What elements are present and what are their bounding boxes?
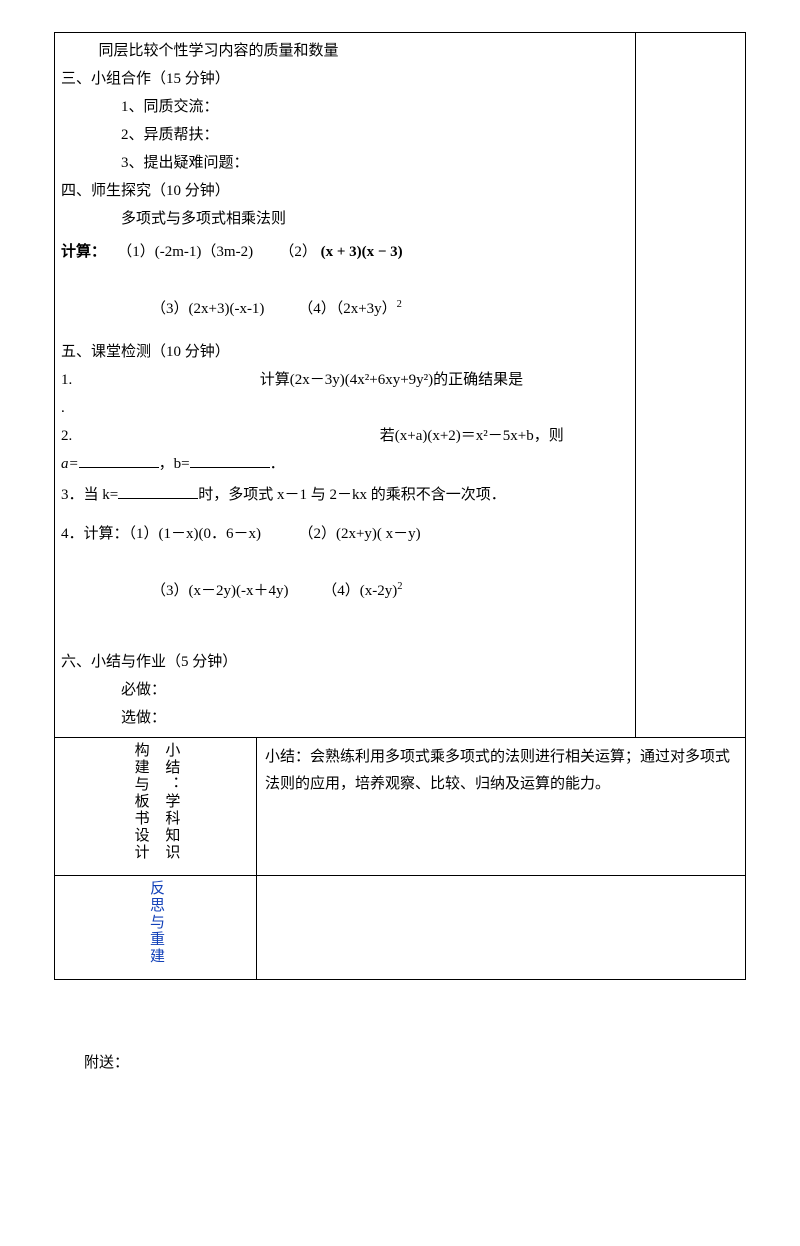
q4b: （3）(x－2y)(-x＋4y) （4）(x-2y)2 [61, 578, 629, 605]
line: 六、小结与作业（5 分钟） [61, 649, 629, 676]
q3-b: 时，多项式 x－1 与 2－kx 的乘积不含一次项． [198, 487, 506, 503]
line: 2、异质帮扶： [61, 122, 629, 149]
q3: 3．当 k= 时，多项式 x－1 与 2－kx 的乘积不含一次项． [61, 482, 629, 509]
side-cell [636, 33, 746, 738]
q4b-2: （4）(x-2y)2 [322, 583, 402, 599]
calc-label: 计算： [61, 244, 106, 260]
content-row: 同层比较个性学习内容的质量和数量 三、小组合作（15 分钟） 1、同质交流： 2… [55, 33, 746, 738]
calc-item: （3）(2x+3)(-x-1) [151, 301, 264, 317]
calc-item: （4）（2x+3y）2 [298, 301, 402, 317]
q2-mid: ，b= [159, 456, 190, 472]
q-body: 若(x+a)(x+2)＝x²－5x+b，则 [380, 428, 564, 444]
attach-text: 附送： [84, 1050, 746, 1077]
blank-b [190, 453, 270, 468]
q2-end: ． [270, 456, 285, 472]
line: 五、课堂检测（10 分钟） [61, 339, 629, 366]
q4b-1: （3）(x－2y)(-x＋4y) [151, 583, 288, 599]
q3-a: 3．当 k= [61, 487, 118, 503]
reflect-row: 反思与重建 [55, 876, 746, 980]
line: 多项式与多项式相乘法则 [61, 206, 629, 233]
vert-label-b: 构建与板书设计 [127, 849, 154, 865]
main-table: 同层比较个性学习内容的质量和数量 三、小组合作（15 分钟） 1、同质交流： 2… [54, 32, 746, 980]
line: 四、师生探究（10 分钟） [61, 178, 629, 205]
line: 同层比较个性学习内容的质量和数量 [61, 38, 629, 65]
dot-line: . [61, 395, 629, 422]
summary-content-cell: 小结：会熟练利用多项式乘多项式的法则进行相关运算；通过对多项式法则的应用，培养观… [257, 738, 746, 876]
q2: 2. 若(x+a)(x+2)＝x²－5x+b，则 [61, 423, 629, 450]
calc-item-pre: （2） [279, 244, 317, 260]
q-num: 1. [61, 372, 72, 388]
q2-tail: a= ，b= ． [61, 451, 629, 478]
reflect-content-cell [257, 876, 746, 980]
summary-row: 构建与板书设计 小结：学科知识 小结：会熟练利用多项式乘多项式的法则进行相关运算… [55, 738, 746, 876]
reflect-label: 反思与重建 [142, 880, 169, 965]
summary-label-cell: 构建与板书设计 小结：学科知识 [55, 738, 257, 876]
calc-math: (x + 3)(x − 3) [321, 244, 403, 260]
reflect-label-cell: 反思与重建 [55, 876, 257, 980]
line: 三、小组合作（15 分钟） [61, 66, 629, 93]
blank-a [79, 453, 159, 468]
line: 选做： [61, 705, 629, 732]
vert-label-a: 小结：学科知识 [157, 849, 184, 865]
q-num: 2. [61, 428, 72, 444]
line: 必做： [61, 677, 629, 704]
summary-text: 小结：会熟练利用多项式乘多项式的法则进行相关运算；通过对多项式法则的应用，培养观… [265, 749, 730, 792]
blank-k [118, 484, 198, 499]
q-body: 计算(2x－3y)(4x²+6xy+9y²)的正确结果是 [260, 372, 523, 388]
calc-item: （1）(-2m-1)（3m-2) [117, 244, 253, 260]
q4: 4．计算：（1）(1－x)(0．6－x) （2）(2x+y)( x－y) [61, 521, 629, 548]
line: 3、提出疑难问题： [61, 150, 629, 177]
calc-line-2: （3）(2x+3)(-x-1) （4）（2x+3y）2 [61, 296, 629, 323]
calc-line-1: 计算： （1）(-2m-1)（3m-2) （2） (x + 3)(x − 3) [61, 239, 629, 266]
q1: 1. 计算(2x－3y)(4x²+6xy+9y²)的正确结果是 [61, 367, 629, 394]
q2-a: a= [61, 456, 79, 472]
line: 1、同质交流： [61, 94, 629, 121]
main-content-cell: 同层比较个性学习内容的质量和数量 三、小组合作（15 分钟） 1、同质交流： 2… [55, 33, 636, 738]
